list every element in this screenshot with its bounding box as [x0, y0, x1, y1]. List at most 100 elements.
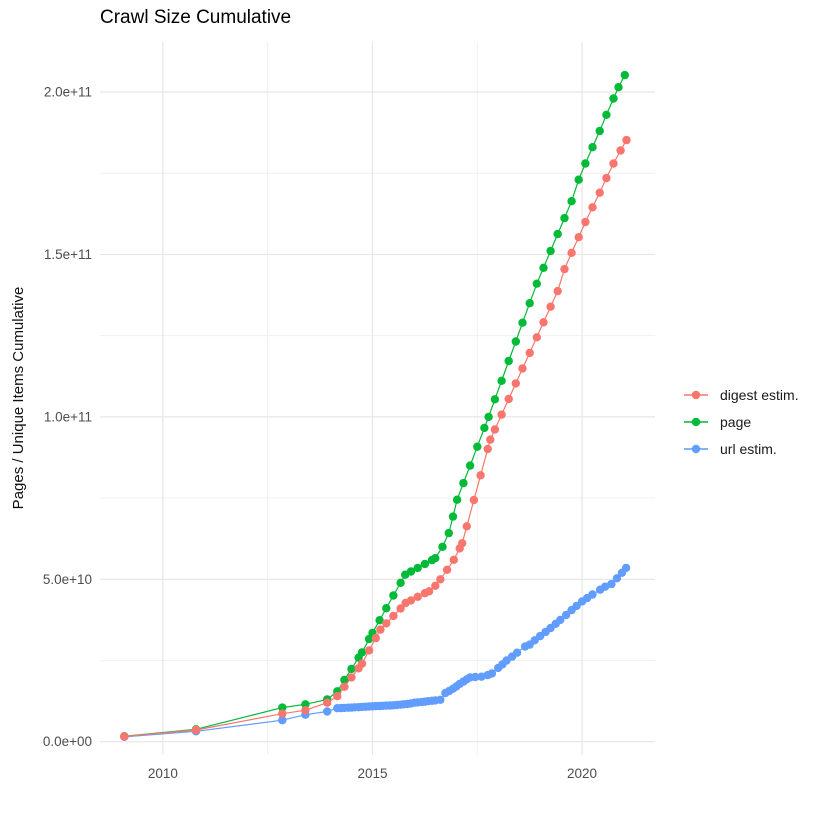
data-point-url-estim: [612, 574, 622, 583]
data-point-digest-estim: [588, 203, 597, 212]
legend-label: page: [720, 413, 752, 430]
data-point-digest-estim: [483, 444, 492, 454]
data-point-digest-estim: [389, 611, 398, 621]
legend-key-icon: [684, 390, 708, 399]
y-tick-label: 0.0e+00: [43, 734, 92, 749]
series-digest-estim: [120, 135, 631, 741]
data-point-page: [546, 246, 555, 256]
legend-key-icon: [684, 417, 708, 426]
data-point-digest-estim: [431, 581, 440, 590]
data-point-digest-estim: [436, 575, 445, 584]
data-point-page: [459, 478, 468, 488]
data-point-page: [448, 512, 458, 521]
data-point-page: [375, 616, 384, 625]
data-point-page: [567, 197, 576, 206]
data-point-page: [511, 337, 520, 346]
data-point-digest-estim: [357, 659, 367, 668]
data-point-digest-estim: [347, 673, 356, 682]
data-point-digest-estim: [406, 596, 416, 605]
legend-label: digest estim.: [720, 386, 799, 403]
data-point-page: [389, 591, 398, 600]
data-point-page: [340, 675, 349, 685]
grid-major: [100, 42, 655, 755]
data-point-digest-estim: [486, 435, 495, 444]
data-point-digest-estim: [497, 410, 506, 419]
data-point-url-estim: [436, 695, 445, 704]
data-point-digest-estim: [469, 495, 479, 505]
data-point-page: [444, 528, 453, 538]
data-point-digest-estim: [396, 604, 405, 613]
data-point-page: [452, 495, 462, 504]
data-point-page: [357, 648, 367, 657]
data-point-url-estim: [278, 716, 287, 725]
data-point-digest-estim: [553, 286, 562, 296]
data-point-url-estim: [561, 610, 571, 620]
data-point-page: [574, 175, 583, 184]
data-point-page: [609, 94, 618, 103]
data-point-page: [553, 229, 562, 239]
data-point-digest-estim: [442, 565, 452, 574]
data-point-page: [490, 395, 500, 404]
y-axis-tick-labels: 0.0e+00 5.0e+10 1.0e+11 1.5e+11 2.0e+11: [43, 85, 92, 750]
x-tick-label: 2015: [357, 766, 387, 781]
data-point-url-estim: [471, 672, 480, 682]
data-point-page: [614, 83, 623, 92]
y-tick-label: 5.0e+10: [43, 572, 92, 587]
data-point-page: [473, 442, 482, 451]
series-line-url-estim: [124, 567, 627, 738]
chart-title: Crawl Size Cumulative: [100, 7, 292, 28]
data-point-digest-estim: [301, 706, 310, 715]
data-point-page: [595, 126, 604, 136]
data-point-digest-estim: [581, 217, 590, 227]
data-point-url-estim: [487, 669, 497, 678]
legend-key-point: [691, 444, 701, 453]
data-point-url-estim: [556, 615, 565, 625]
legend: digest estim. page url estim.: [683, 381, 799, 462]
data-point-digest-estim: [518, 364, 527, 373]
data-point-digest-estim: [333, 692, 342, 701]
series-url-estim: [120, 563, 631, 741]
data-point-digest-estim: [546, 302, 555, 311]
data-point-page: [382, 604, 391, 613]
data-point-url-estim: [323, 707, 332, 716]
data-point-digest-estim: [511, 379, 520, 388]
data-point-digest-estim: [376, 625, 385, 634]
data-point-page: [497, 376, 506, 385]
grid-minor: [100, 42, 655, 755]
data-point-page: [301, 700, 310, 709]
data-point-digest-estim: [616, 146, 625, 155]
data-point-page: [532, 279, 541, 288]
data-point-digest-estim: [424, 587, 434, 596]
data-point-digest-estim: [120, 732, 129, 741]
data-point-page: [560, 213, 569, 223]
data-point-url-estim: [512, 648, 522, 657]
data-point-page: [518, 318, 527, 327]
data-point-digest-estim: [574, 233, 583, 242]
data-point-digest-estim: [449, 555, 458, 564]
data-point-digest-estim: [525, 348, 534, 358]
data-point-digest-estim: [560, 264, 569, 274]
data-point-page: [581, 159, 590, 168]
y-tick-label: 1.0e+11: [44, 409, 92, 424]
data-point-page: [539, 263, 548, 272]
x-axis-tick-labels: 2010 2015 2020: [148, 766, 597, 781]
data-point-digest-estim: [364, 646, 374, 655]
data-point-page: [438, 542, 447, 551]
data-point-page: [396, 578, 405, 587]
x-tick-label: 2010: [148, 766, 178, 781]
legend-label: url estim.: [720, 440, 777, 457]
data-point-url-estim: [621, 563, 631, 573]
data-point-digest-estim: [490, 425, 500, 434]
data-point-page: [406, 567, 416, 576]
data-point-digest-estim: [476, 471, 485, 480]
data-point-page: [431, 554, 440, 563]
data-point-digest-estim: [191, 725, 201, 735]
data-point-digest-estim: [622, 135, 631, 145]
data-point-url-estim: [588, 590, 597, 599]
y-tick-label: 2.0e+11: [44, 85, 92, 100]
data-point-digest-estim: [413, 592, 422, 601]
legend-item: page: [683, 408, 799, 435]
data-point-page: [465, 461, 475, 470]
